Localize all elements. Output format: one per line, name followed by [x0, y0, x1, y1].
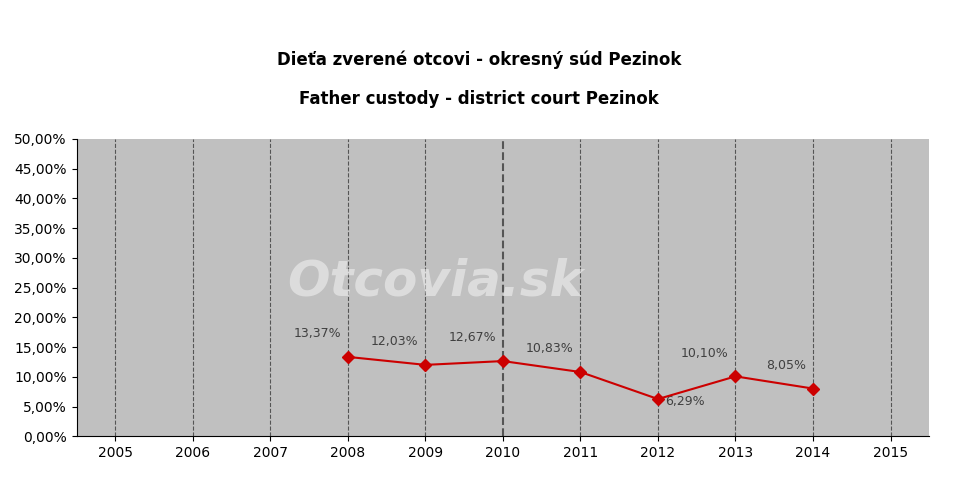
Text: Father custody - district court Pezinok: Father custody - district court Pezinok — [299, 90, 659, 108]
Text: 8,05%: 8,05% — [766, 359, 806, 372]
Text: 12,03%: 12,03% — [371, 335, 419, 348]
Text: 10,83%: 10,83% — [526, 342, 574, 355]
Text: Otcovia.sk: Otcovia.sk — [286, 258, 582, 306]
Text: Dieťa zverené otcovi - okresný súd Pezinok: Dieťa zverené otcovi - okresný súd Pezin… — [277, 50, 681, 69]
Text: 13,37%: 13,37% — [293, 327, 341, 340]
Text: 6,29%: 6,29% — [665, 395, 704, 408]
Text: 12,67%: 12,67% — [448, 331, 496, 344]
Text: 10,10%: 10,10% — [681, 347, 728, 360]
